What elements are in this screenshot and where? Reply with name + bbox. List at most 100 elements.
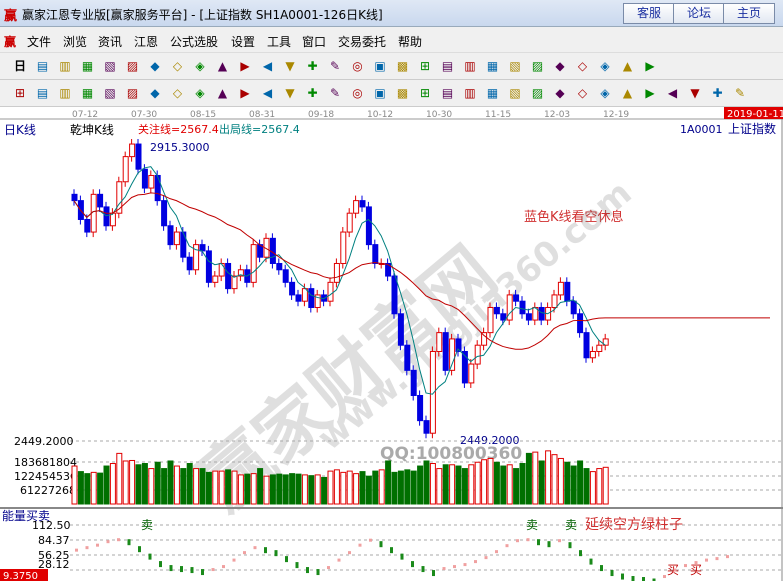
cross-circle-icon[interactable]: ◀ [262, 86, 273, 100]
zoom-out-icon[interactable]: ◎ [352, 59, 363, 73]
fan-icon[interactable]: ▥ [464, 86, 476, 100]
left-arrow-icon[interactable]: ▼ [285, 59, 295, 73]
volume-bar [378, 469, 385, 505]
gold-grid-1-icon[interactable]: ▥ [59, 86, 71, 100]
indicator-mark [127, 539, 131, 546]
crosshair-icon[interactable]: ▤ [441, 59, 454, 73]
menu-settings[interactable]: 设置 [231, 35, 256, 49]
color-k-icon[interactable]: ◇ [172, 59, 183, 73]
grid-2-icon[interactable]: ◈ [195, 86, 205, 100]
save-icon[interactable]: ◈ [600, 59, 610, 73]
volume-bar [346, 470, 353, 505]
pen-icon[interactable]: ⊞ [14, 86, 26, 100]
wave-icon[interactable]: ◆ [555, 86, 565, 100]
coin-icon[interactable]: ✎ [734, 86, 746, 100]
network-icon[interactable]: ▲ [622, 59, 633, 73]
candle-body [199, 244, 206, 252]
period-dropdown[interactable]: 日 [13, 59, 26, 73]
square-x-icon[interactable]: ✚ [307, 86, 318, 100]
zoom-in-icon[interactable]: ✎ [329, 59, 341, 73]
candle-dropdown-icon[interactable]: ▨ [126, 59, 139, 73]
menu-news[interactable]: 资讯 [98, 35, 123, 49]
calculator-icon[interactable]: ◆ [555, 59, 565, 73]
box-2-icon[interactable]: ▩ [396, 86, 409, 100]
buy-signal: 买 [690, 563, 702, 577]
indicator-mark [369, 538, 372, 542]
percent-lines-icon[interactable]: ✚ [712, 86, 723, 100]
indicator-mark [96, 543, 99, 547]
shrink-icon[interactable]: ▩ [396, 59, 409, 73]
date-tick: 07-12 [72, 110, 98, 120]
grid-icon[interactable]: ▤ [36, 86, 49, 100]
formula-icon[interactable]: ▧ [509, 59, 521, 73]
circle-icon[interactable]: ◇ [172, 86, 183, 100]
volume-bar [199, 468, 206, 505]
volume-bar [308, 475, 315, 505]
chart-type-3-icon[interactable]: ▦ [81, 59, 94, 73]
gann-icon[interactable]: ◆ [150, 59, 160, 73]
next-icon[interactable]: ◀ [262, 59, 273, 73]
chart-area[interactable]: 07-12 07-30 08-15 08-31 09-18 10-12 10-30 11-15… [0, 107, 783, 584]
mark-icon[interactable]: ▦ [486, 59, 499, 73]
angle-icon[interactable]: ▶ [240, 86, 250, 100]
menu-tools[interactable]: 工具 [267, 35, 292, 49]
menu-file[interactable]: 文件 [27, 35, 52, 49]
date-tick: 10-30 [426, 110, 452, 120]
menu-formula[interactable]: 公式选股 [170, 35, 219, 49]
gann-box-icon[interactable]: ◎ [352, 86, 363, 100]
multi-chart-icon[interactable]: ▤ [36, 59, 49, 73]
lines-icon[interactable]: ✎ [329, 86, 341, 100]
ind-bottom-value-box [0, 569, 48, 581]
lines-diag-icon[interactable]: ▲ [622, 86, 633, 100]
grid-n2-icon[interactable]: ▲ [217, 86, 228, 100]
high-price-label: 2915.3000 [150, 141, 210, 154]
indicator-mark [285, 556, 288, 563]
angle-2-icon[interactable]: ▨ [531, 86, 544, 100]
pen-2-icon[interactable]: ◆ [150, 86, 160, 100]
forum-button[interactable]: 论坛 [673, 3, 725, 24]
candle-body [551, 294, 558, 308]
percent-icon[interactable]: ▼ [690, 86, 700, 100]
right-arrow-icon[interactable]: ✚ [307, 59, 318, 73]
volume-bar [161, 468, 168, 505]
box-icon[interactable]: ▣ [374, 86, 386, 100]
volume-bar [257, 468, 264, 505]
expand-icon[interactable]: ▣ [374, 59, 386, 73]
draw-icon[interactable]: ▥ [464, 59, 476, 73]
menu-gann[interactable]: 江恩 [134, 35, 159, 49]
notes-icon[interactable]: ◇ [577, 59, 588, 73]
grid-red-icon[interactable]: ◇ [577, 86, 588, 100]
spiral-icon[interactable]: ▨ [126, 86, 139, 100]
first-icon[interactable]: ◈ [195, 59, 205, 73]
arrow-h-icon[interactable]: ⊞ [419, 86, 431, 100]
homepage-button[interactable]: 主页 [723, 3, 775, 24]
candle-body [193, 244, 200, 271]
candle-body [449, 338, 456, 371]
bars-icon[interactable]: ▶ [645, 86, 655, 100]
menu-help[interactable]: 帮助 [398, 35, 423, 49]
hand-icon[interactable]: ⊞ [419, 59, 431, 73]
star-icon[interactable]: ▼ [285, 86, 295, 100]
fan-2-icon[interactable]: ▧ [509, 86, 521, 100]
square-fan-icon[interactable]: ▦ [486, 86, 499, 100]
chart-type-9-icon[interactable]: ▧ [104, 59, 116, 73]
indicator-mark [463, 563, 467, 567]
menu-trade[interactable]: 交易委托 [338, 35, 387, 49]
menu-window[interactable]: 窗口 [302, 35, 327, 49]
last-icon[interactable]: ▲ [217, 59, 228, 73]
candle-body [154, 174, 161, 202]
customer-service-button[interactable]: 客服 [623, 3, 675, 24]
candle-body [538, 306, 545, 321]
broker-icon[interactable]: ▶ [645, 59, 655, 73]
h-lines-icon[interactable]: ▤ [441, 86, 454, 100]
gold-grid-2-icon[interactable]: ▦ [81, 86, 94, 100]
menu-browse[interactable]: 浏览 [63, 35, 88, 49]
percent-red-icon[interactable]: ◀ [667, 86, 678, 100]
calendar-icon[interactable]: ▨ [531, 59, 544, 73]
prev-icon[interactable]: ▶ [240, 59, 250, 73]
candle-body [404, 344, 411, 371]
grid-f-icon[interactable]: ▧ [104, 86, 116, 100]
grid-blue-icon[interactable]: ◈ [600, 86, 610, 100]
candle-body [186, 256, 193, 271]
f10-info-icon[interactable]: ▥ [59, 59, 71, 73]
